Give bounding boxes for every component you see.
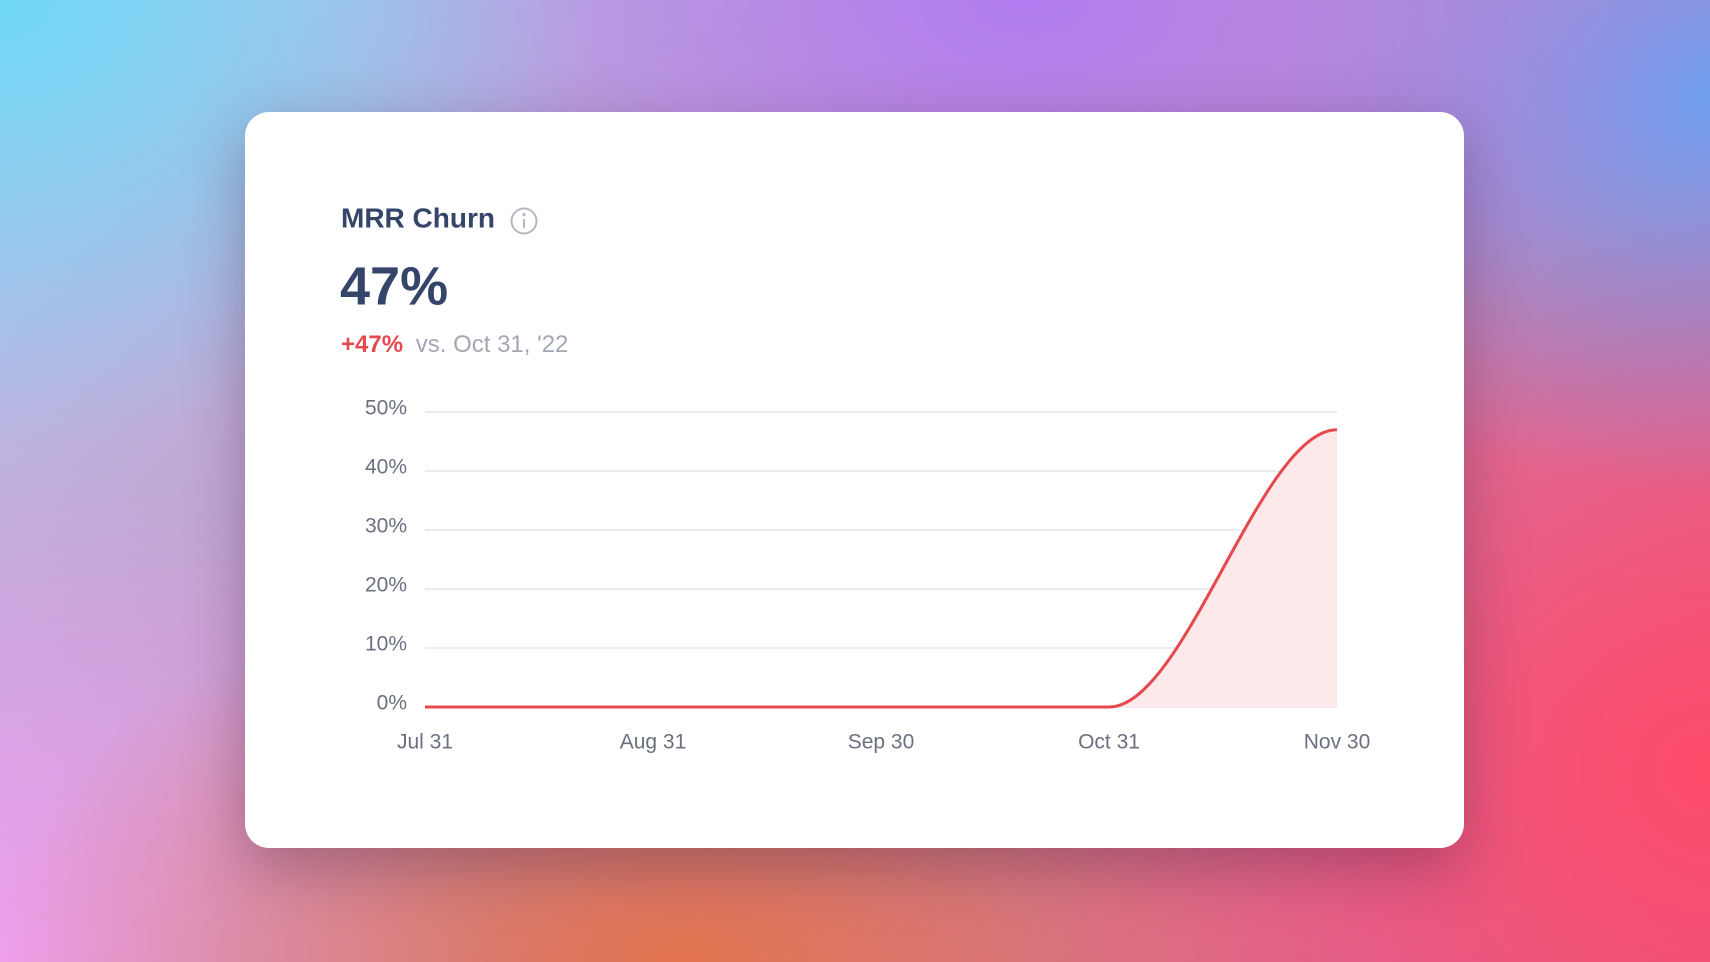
y-tick-label: 50% — [365, 397, 407, 420]
area — [425, 429, 1337, 707]
y-tick-label: 0% — [377, 692, 407, 715]
info-icon[interactable] — [510, 207, 538, 235]
headline-value: 47% — [340, 256, 448, 316]
x-tick-label: Oct 31 — [1078, 731, 1140, 754]
comparison: vs. Oct 31, '22 — [416, 331, 569, 358]
change: +47% — [341, 331, 403, 358]
y-tick-label: 10% — [365, 633, 407, 656]
x-tick-label: Aug 31 — [620, 731, 687, 754]
card — [245, 112, 1464, 848]
y-tick-label: 20% — [365, 574, 407, 597]
x-tick-label: Sep 30 — [848, 731, 915, 754]
card-title: MRR Churn — [341, 202, 495, 233]
y-tick-label: 40% — [365, 456, 407, 479]
y-tick-label: 30% — [365, 515, 407, 538]
change-line: +47% vs. Oct 31, '22 — [341, 331, 568, 358]
line — [425, 428, 1338, 709]
x-tick-label: Nov 30 — [1304, 731, 1371, 754]
x-tick-label: Jul 31 — [397, 731, 453, 754]
